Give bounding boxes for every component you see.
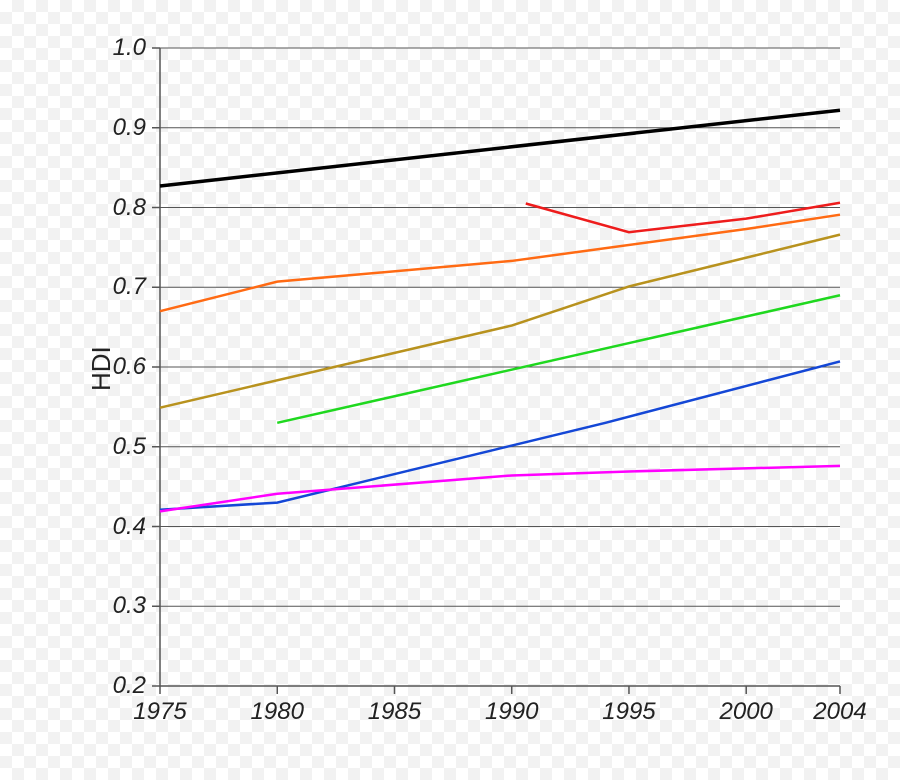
chart-stage: 0.2 0.3 0.4 0.5 0.6 0.7 0.8 0.9 1.0 1975 1980 1985… xyxy=(0,0,900,780)
series-black xyxy=(160,110,840,186)
y-tick-label: 0.7 xyxy=(113,273,146,301)
gridlines xyxy=(160,48,840,686)
x-tick-label: 1980 xyxy=(251,698,304,726)
y-tick-label: 1.0 xyxy=(113,34,146,62)
x-tick-label: 1990 xyxy=(485,698,538,726)
series-orange xyxy=(160,215,840,311)
x-tick-label: 1995 xyxy=(602,698,655,726)
y-tick-label: 0.6 xyxy=(113,353,146,381)
y-tick-label: 0.5 xyxy=(113,433,146,461)
y-tick-label: 0.3 xyxy=(113,592,146,620)
x-tick-label: 2000 xyxy=(720,698,773,726)
line-series xyxy=(160,110,840,511)
x-tick-label: 1985 xyxy=(368,698,421,726)
y-tick-label: 0.8 xyxy=(113,194,146,222)
y-tick-label: 0.4 xyxy=(113,513,146,541)
x-tick-label: 1975 xyxy=(133,698,186,726)
series-green xyxy=(277,295,840,423)
x-tick-label: 2004 xyxy=(813,698,866,726)
y-axis-label: HDI xyxy=(86,346,117,391)
y-tick-label: 0.9 xyxy=(113,114,146,142)
y-tick-label: 0.2 xyxy=(113,672,146,700)
tick-marks xyxy=(152,48,840,694)
series-olive xyxy=(160,235,840,408)
